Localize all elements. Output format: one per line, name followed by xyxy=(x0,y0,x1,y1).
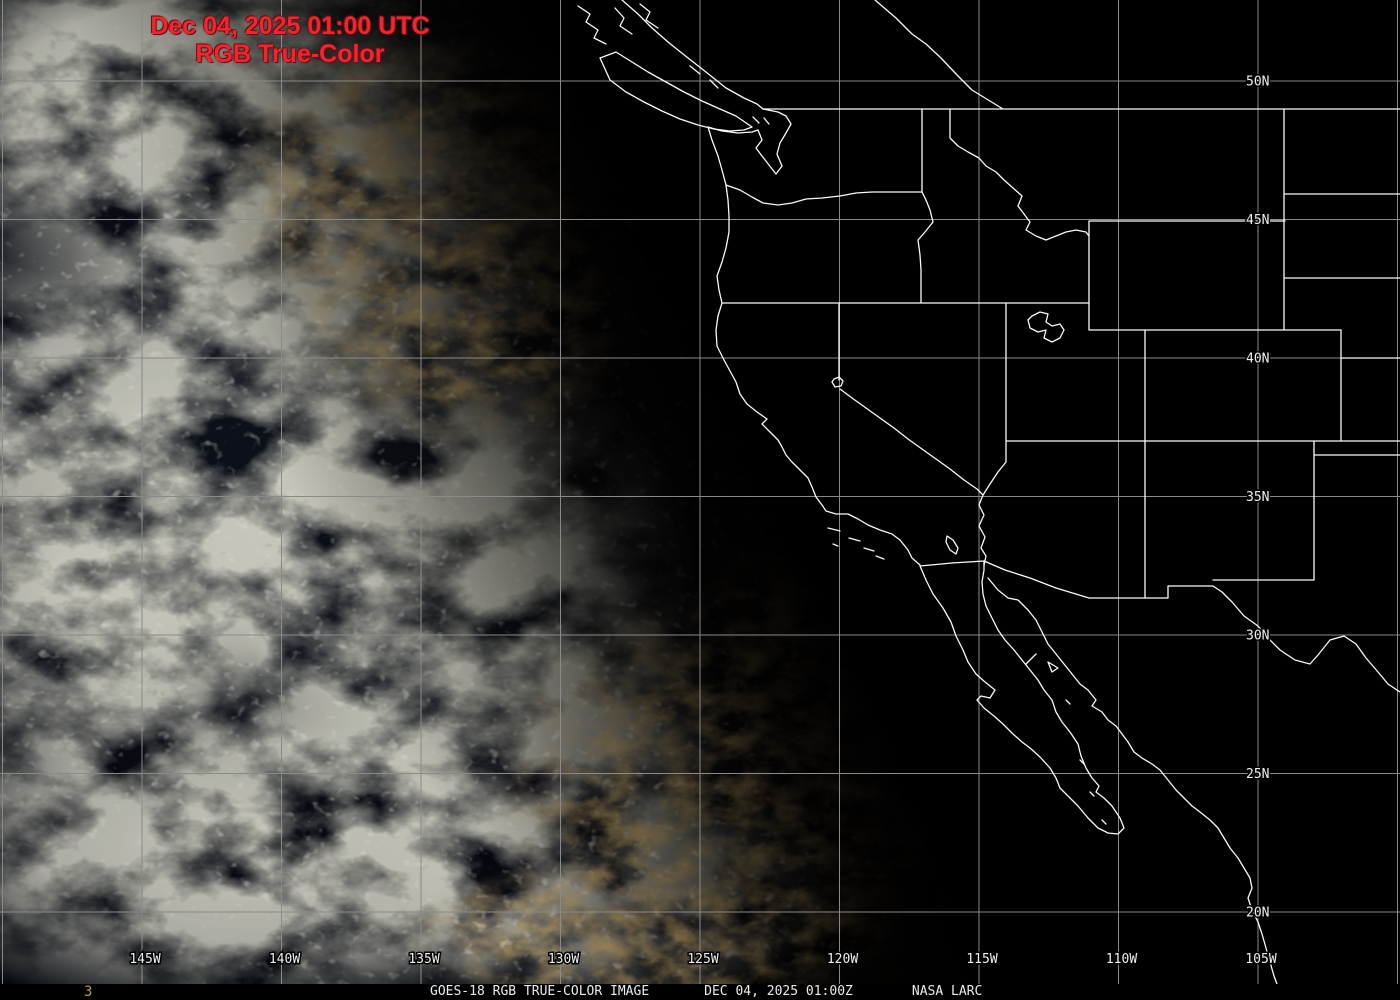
title-product: RGB True-Color xyxy=(195,40,385,68)
title-block: Dec 04, 2025 01:00 UTC RGB True-Color xyxy=(120,12,460,68)
gulf-islands-path xyxy=(1025,653,1107,825)
caption-bar: 3 GOES-18 RGB TRUE-COLOR IMAGE DEC 04, 20… xyxy=(0,984,1400,1000)
lon-label-130W: 130W xyxy=(548,952,579,967)
caption-product: GOES-18 RGB TRUE-COLOR IMAGE xyxy=(430,984,650,999)
caption-timestamp: DEC 04, 2025 01:00Z xyxy=(704,984,853,999)
lat-label-50N: 50N xyxy=(1246,75,1269,90)
lat-label-40N: 40N xyxy=(1246,352,1269,367)
canada-border-path xyxy=(762,0,1400,110)
pacific-coastline-path xyxy=(707,126,921,566)
vancouver-island-path xyxy=(599,51,753,132)
frame-number: 3 xyxy=(84,984,93,1000)
lon-label-125W: 125W xyxy=(687,952,718,967)
lon-label-135W: 135W xyxy=(408,952,439,967)
title-timestamp: Dec 04, 2025 01:00 UTC xyxy=(150,12,430,40)
mexico-border-rio-grande-path xyxy=(919,560,1400,693)
state-borders-path xyxy=(721,108,1400,599)
lat-label-25N: 25N xyxy=(1246,767,1269,782)
lon-label-110W: 110W xyxy=(1106,952,1137,967)
lon-label-145W: 145W xyxy=(129,952,160,967)
lat-label-35N: 35N xyxy=(1246,490,1269,505)
lat-label-20N: 20N xyxy=(1246,906,1269,921)
baja-california-path xyxy=(919,560,1125,835)
lakes-path xyxy=(831,311,1065,555)
canada-coast-fjords-path xyxy=(577,0,764,110)
mexico-mainland-coast-path xyxy=(987,577,1278,984)
lon-label-140W: 140W xyxy=(269,952,300,967)
puget-sound-path xyxy=(707,108,792,175)
channel-islands-path xyxy=(827,527,885,560)
lon-label-115W: 115W xyxy=(966,952,997,967)
caption-credit: NASA LARC xyxy=(911,984,983,999)
lon-label-105W: 105W xyxy=(1245,952,1276,967)
grid-labels: 50N 45N 40N 35N 30N 25N 20N 145W 140W 135W 130W 125… xyxy=(128,73,1278,969)
lon-label-120W: 120W xyxy=(827,952,858,967)
lat-label-45N: 45N xyxy=(1246,213,1269,228)
caption-text: GOES-18 RGB TRUE-COLOR IMAGE DEC 04, 2025… xyxy=(430,984,982,1000)
lat-label-30N: 30N xyxy=(1246,629,1269,644)
